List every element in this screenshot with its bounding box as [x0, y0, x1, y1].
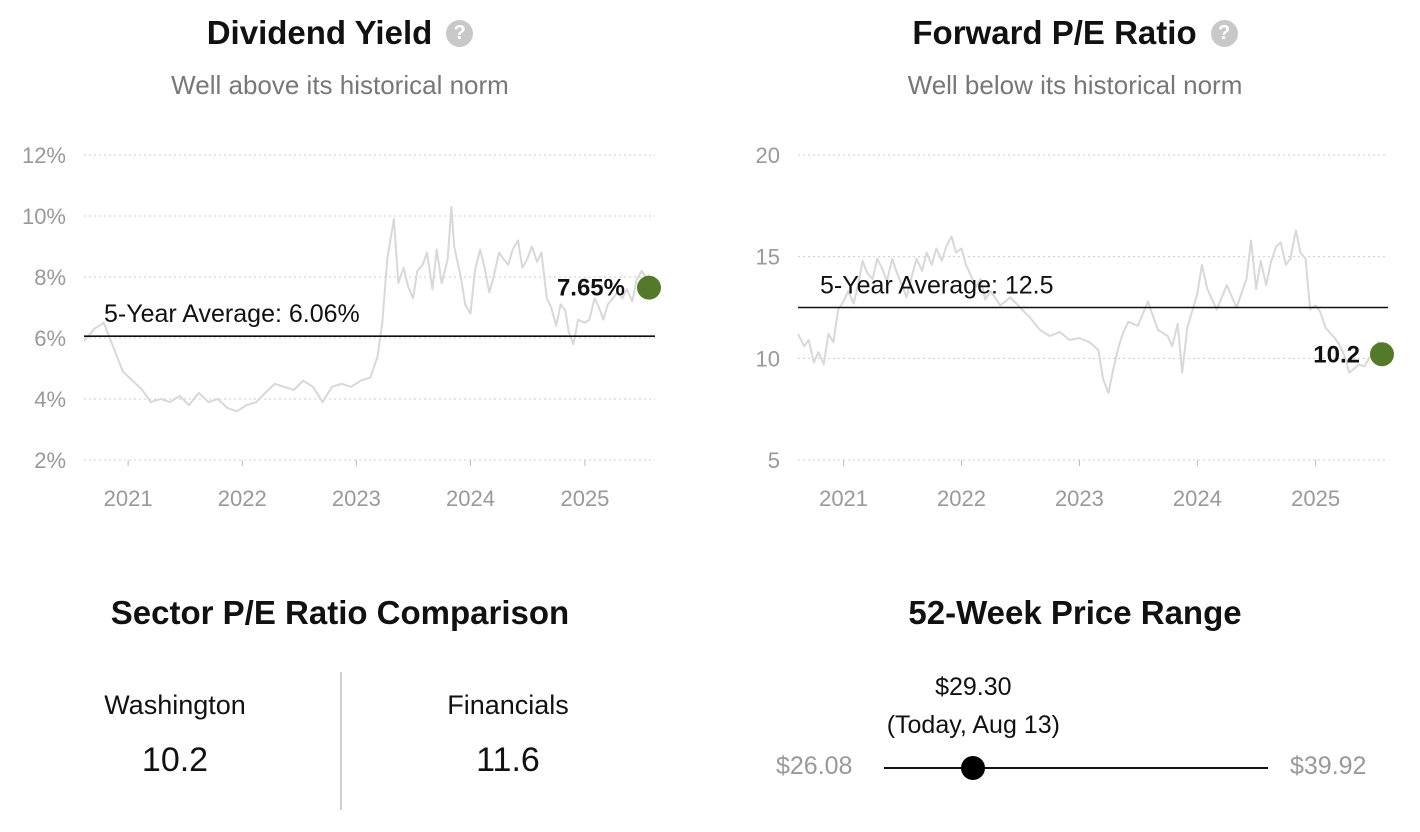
- price-range-title: 52-Week Price Range: [908, 594, 1242, 631]
- y-tick-label: 10%: [22, 204, 66, 229]
- x-tick-label: 2023: [332, 486, 381, 511]
- y-tick-label: 5: [768, 448, 780, 473]
- x-tick-label: 2022: [937, 486, 986, 511]
- dividend-yield-chart: 2% 4% 6% 8% 10% 12% 2021 2022 2023 2024 2025 5-Year…: [22, 143, 661, 511]
- dividend-yield-subtitle: Well above its historical norm: [171, 70, 509, 100]
- forward-pe-chart: 5 10 15 20 2021 2022 2023 2024 2025 5-Year Averag…: [756, 143, 1394, 511]
- current-price-note: (Today, Aug 13): [886, 711, 1060, 739]
- sector-comparison-title: Sector P/E Ratio Comparison: [110, 594, 570, 631]
- x-tick-label: 2024: [446, 486, 495, 511]
- current-value-dot: [637, 275, 661, 300]
- help-icon[interactable]: ?: [1210, 20, 1238, 47]
- average-label: 5-Year Average: 6.06%: [104, 300, 360, 328]
- x-tick-label: 2021: [819, 486, 868, 511]
- x-tick-label: 2022: [218, 486, 267, 511]
- forward-pe-title: Forward P/E Ratio?: [790, 14, 1360, 52]
- current-price-label: $29.30 (Today, Aug 13): [843, 668, 1103, 744]
- x-tick-label: 2025: [1291, 486, 1340, 511]
- series-line: [797, 229, 1389, 394]
- range-track: [884, 767, 1268, 769]
- y-tick-label: 2%: [34, 448, 66, 473]
- sector-value: 11.6: [476, 741, 540, 779]
- x-tick-label: 2024: [1173, 486, 1222, 511]
- series-line: [83, 205, 656, 413]
- sector-value: 10.2: [141, 741, 209, 779]
- sector-name: Financials: [447, 690, 569, 720]
- dividend-yield-title: Dividend Yield?: [60, 14, 620, 52]
- range-high: $39.92: [1290, 752, 1367, 780]
- average-label: 5-Year Average: 12.5: [820, 272, 1054, 300]
- y-tick-label: 10: [756, 346, 780, 371]
- x-tick-label: 2021: [104, 486, 153, 511]
- sector-divider: [340, 672, 342, 810]
- y-tick-label: 12%: [22, 143, 66, 168]
- sector-name: Washington: [104, 690, 246, 720]
- x-tick-label: 2023: [1055, 486, 1104, 511]
- forward-pe-subtitle: Well below its historical norm: [907, 70, 1243, 100]
- x-tick-label: 2025: [560, 486, 609, 511]
- current-value-dot: [1370, 342, 1394, 367]
- sector-item-washington: Washington 10.2: [60, 690, 290, 780]
- dividend-yield-title-text: Dividend Yield: [206, 14, 433, 51]
- current-value-label: 7.65%: [557, 275, 625, 302]
- current-value-label: 10.2: [1313, 341, 1360, 368]
- y-tick-label: 8%: [34, 265, 66, 290]
- y-tick-label: 20: [756, 143, 780, 168]
- current-price-marker: [961, 756, 986, 780]
- y-tick-label: 15: [756, 245, 780, 270]
- range-low: $26.08: [776, 752, 853, 780]
- y-tick-label: 4%: [34, 387, 66, 412]
- sector-item-financials: Financials 11.6: [393, 690, 623, 780]
- forward-pe-title-text: Forward P/E Ratio: [912, 14, 1197, 51]
- current-price: $29.30: [935, 673, 1012, 701]
- help-icon[interactable]: ?: [446, 20, 474, 47]
- y-tick-label: 6%: [34, 326, 66, 351]
